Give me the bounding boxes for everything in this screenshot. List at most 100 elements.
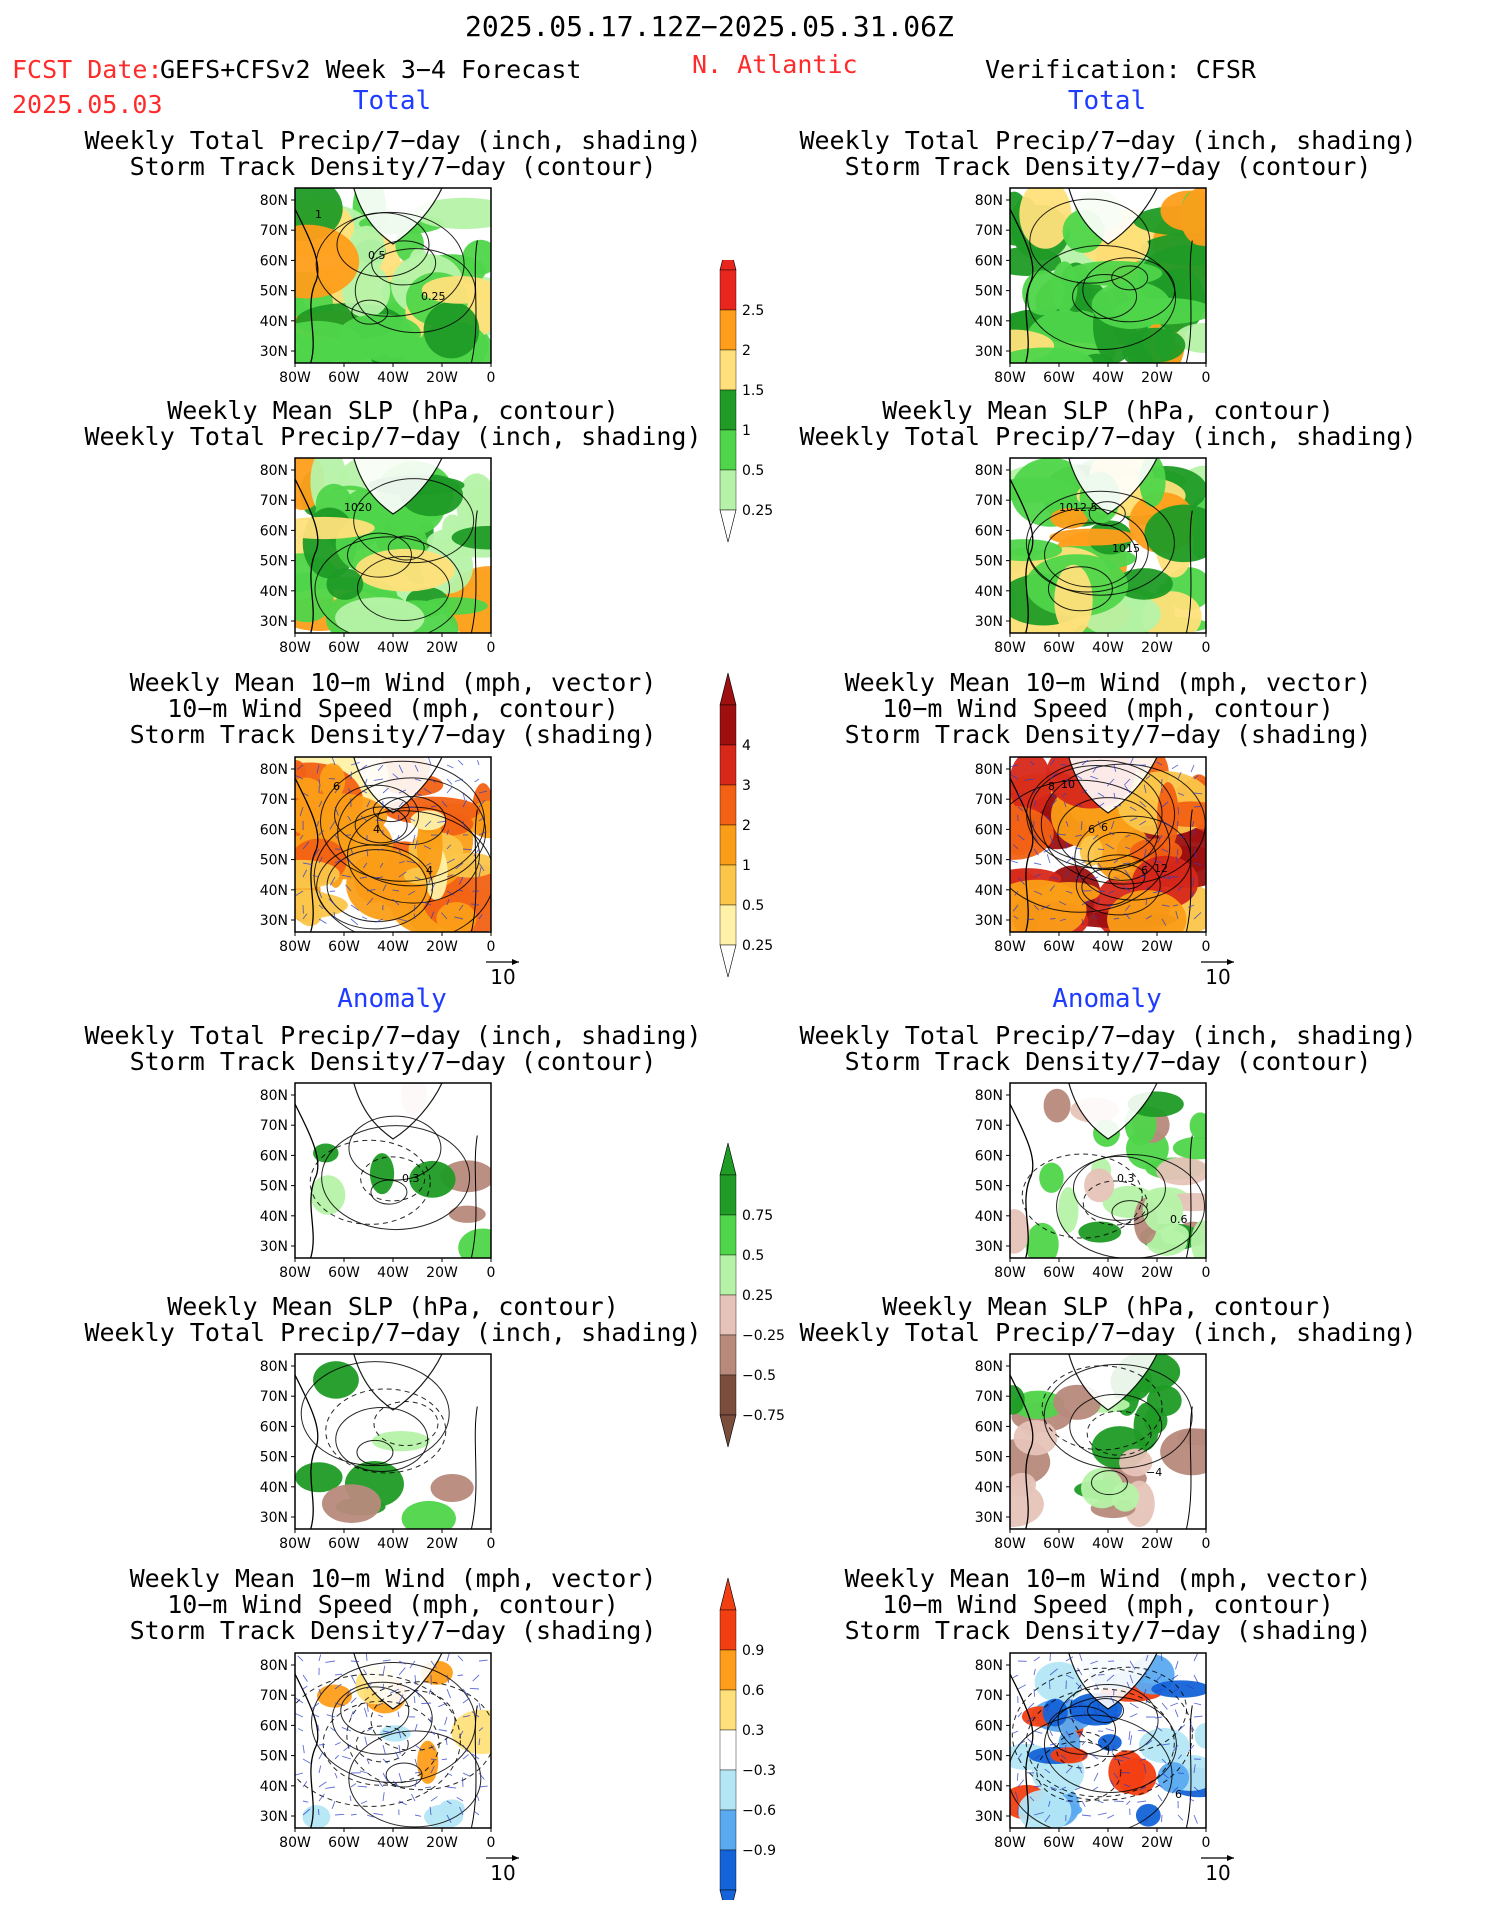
colorbar-precip-anom: 0.75 0.5 0.25 −0.25 −0.5 −0.75 (719, 1142, 785, 1448)
colorbar-label: 0.5 (742, 463, 764, 479)
colorbar-label: −0.5 (742, 1368, 776, 1384)
shading-blob (1133, 1402, 1160, 1451)
contour-label: 1 (315, 208, 322, 221)
section-anomaly-forecast: Anomaly (337, 984, 447, 1014)
y-tick-label: 40N (260, 584, 288, 600)
shading-blob (1010, 347, 1093, 363)
y-tick-label: 40N (260, 883, 288, 899)
x-tick-label: 20W (426, 1265, 458, 1281)
y-tick-label: 50N (975, 1179, 1003, 1195)
y-tick-label: 80N (975, 1359, 1003, 1375)
y-tick-label: 30N (975, 1510, 1003, 1526)
colorbar-label: 1 (742, 858, 751, 874)
colorbar-label: 2 (742, 343, 751, 359)
x-tick-label: 80W (279, 939, 311, 955)
x-tick-label: 80W (279, 1265, 311, 1281)
y-tick-label: 80N (260, 762, 288, 778)
x-tick-label: 20W (1141, 640, 1173, 656)
y-tick-label: 30N (260, 913, 288, 929)
panel-title-fc-total-precip-line2: Storm Track Density/7−day (contour) (129, 152, 657, 181)
x-tick-label: 40W (1092, 370, 1124, 386)
x-tick-label: 40W (377, 1835, 409, 1851)
shading-blob (448, 1205, 486, 1223)
shading-blob (295, 572, 334, 623)
map-fc-anom-precip: 0.3 80N 70N 60N 50N 40N 30N 80W 60W 40W 20W 0 (260, 1082, 495, 1281)
y-tick-label: 40N (975, 314, 1003, 330)
y-tick-label: 70N (260, 1389, 288, 1405)
shading-blob (1194, 1723, 1206, 1749)
x-tick-label: 0 (487, 1536, 496, 1552)
x-tick-label: 20W (426, 370, 458, 386)
shading-blob (1025, 1222, 1059, 1258)
panel-title-vf-anom-slp-line2: Weekly Total Precip/7−day (inch, shading… (799, 1318, 1417, 1347)
shading-blob (1084, 1168, 1115, 1203)
shading-blob (1144, 504, 1206, 563)
x-tick-label: 20W (1141, 1835, 1173, 1851)
x-tick-label: 60W (1043, 640, 1075, 656)
y-tick-label: 40N (975, 1779, 1003, 1795)
x-tick-label: 0 (1202, 939, 1211, 955)
panel-title-fc-anom-wind-line2: 10−m Wind Speed (mph, contour) (167, 1590, 619, 1619)
contour-label: 0.5 (368, 249, 386, 262)
y-tick-label: 40N (260, 1209, 288, 1225)
y-tick-label: 80N (975, 1658, 1003, 1674)
panel-title-vf-total-slp-line2: Weekly Total Precip/7−day (inch, shading… (799, 422, 1417, 451)
colorbar-label: 0.5 (742, 898, 764, 914)
panel-title-fc-total-slp-line1: Weekly Mean SLP (hPa, contour) (167, 396, 619, 425)
x-tick-label: 0 (487, 370, 496, 386)
x-tick-label: 60W (328, 1265, 360, 1281)
shading-blob (1010, 539, 1063, 562)
y-tick-label: 50N (975, 1450, 1003, 1466)
panel-title-vf-anom-wind-line2: 10−m Wind Speed (mph, contour) (882, 1590, 1334, 1619)
x-tick-label: 60W (1043, 370, 1075, 386)
reference-vector-label: 10 (1205, 965, 1230, 987)
shading-blob (1050, 1747, 1088, 1764)
shading-blob (1160, 1428, 1206, 1476)
x-tick-label: 0 (1202, 370, 1211, 386)
contour-label: 0.3 (1117, 1172, 1135, 1185)
x-tick-label: 20W (1141, 939, 1173, 955)
x-tick-label: 80W (279, 1536, 311, 1552)
panel-title-fc-anom-slp-line2: Weekly Total Precip/7−day (inch, shading… (84, 1318, 702, 1347)
x-tick-label: 20W (1141, 1265, 1173, 1281)
panel-title-fc-total-precip-line1: Weekly Total Precip/7−day (inch, shading… (84, 126, 702, 155)
shading-blob (1019, 188, 1072, 249)
x-tick-label: 40W (1092, 640, 1124, 656)
y-tick-label: 60N (260, 822, 288, 838)
shading-blob (1010, 477, 1078, 503)
shading-blob (1180, 188, 1206, 247)
y-tick-label: 30N (260, 1239, 288, 1255)
y-tick-label: 40N (975, 883, 1003, 899)
panel-title-vf-total-wind-line3: Storm Track Density/7−day (shading) (844, 720, 1372, 749)
shading-blob (326, 568, 364, 600)
shading-blob (310, 1175, 346, 1215)
y-tick-label: 60N (260, 1148, 288, 1164)
shading-blob (1142, 1188, 1184, 1233)
colorbar-track-anom: 0.9 0.6 0.3 −0.3 −0.6 −0.9 (719, 1577, 776, 1900)
x-tick-label: 40W (1092, 939, 1124, 955)
y-tick-label: 70N (975, 493, 1003, 509)
y-tick-label: 30N (975, 614, 1003, 630)
contour-label: 6 (1088, 823, 1095, 836)
x-tick-label: 60W (328, 640, 360, 656)
y-tick-label: 40N (260, 314, 288, 330)
shading-blob (451, 1709, 491, 1755)
x-tick-label: 80W (994, 370, 1026, 386)
panel-title-vf-anom-precip-line1: Weekly Total Precip/7−day (inch, shading… (799, 1021, 1417, 1050)
colorbar-precip-total: 2.5 2 1.5 1 0.5 0.25 (719, 260, 773, 543)
x-tick-label: 40W (1092, 1265, 1124, 1281)
y-tick-label: 60N (260, 523, 288, 539)
contour-label: −4 (1146, 1466, 1162, 1479)
shading-blob (458, 1228, 491, 1258)
panel-title-vf-anom-precip-line2: Storm Track Density/7−day (contour) (844, 1047, 1372, 1076)
shading-blob (295, 859, 340, 889)
shading-blob (1191, 1220, 1206, 1258)
fcst-date-label: FCST Date: (12, 55, 163, 84)
x-tick-label: 80W (994, 1536, 1026, 1552)
map-fc-total-precip: 1 0.5 0.25 80N 70N 60N 50N 40N 30N 80W 60W 40W 20W 0 (260, 187, 496, 386)
y-tick-label: 70N (975, 1118, 1003, 1134)
y-tick-label: 50N (260, 1749, 288, 1765)
shading-blob (302, 1805, 331, 1828)
x-tick-label: 0 (487, 939, 496, 955)
y-tick-label: 60N (975, 253, 1003, 269)
